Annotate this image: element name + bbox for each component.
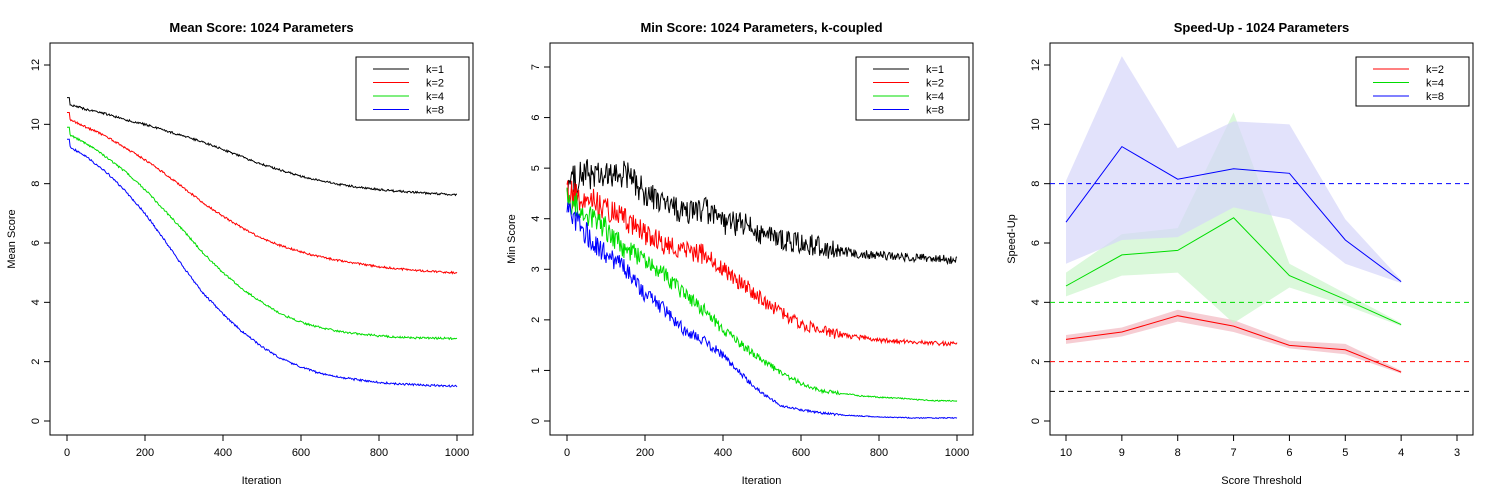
x-tick-label: 1000: [945, 447, 969, 459]
y-axis: 0 2 4 6 8 10 12: [30, 59, 50, 424]
chart-title: Min Score: 1024 Parameters, k-coupled: [640, 20, 882, 35]
legend: k=1 k=2k=4 k=8: [855, 56, 970, 121]
x-tick-label: 200: [636, 447, 654, 459]
legend-label: k=8: [1426, 91, 1444, 103]
x-tick-label: 200: [136, 447, 154, 459]
legend-label: k=4: [1426, 78, 1444, 90]
chart-panel-3: Speed-Up - 1024 Parameters 10 9 8 7 6 5 4 3 Score…: [1006, 20, 1474, 487]
legend: k=1 k=2k=4 k=8: [355, 56, 470, 121]
series-line-k=4: [67, 126, 458, 341]
series-line-k=8: [1065, 145, 1402, 283]
x-tick-label: 800: [370, 447, 388, 459]
y-axis: 0 2 4 6 8 10 12: [1030, 59, 1050, 424]
y-tick-label: 4: [30, 299, 42, 305]
legend-label: k=2: [926, 78, 944, 90]
x-tick-label: 400: [714, 447, 732, 459]
y-tick-label: 6: [1030, 240, 1042, 246]
band-k=2: [1066, 309, 1402, 374]
y-tick-label: 2: [1030, 359, 1042, 365]
series-line-k=1: [566, 159, 958, 266]
y-tick-label: 12: [30, 59, 42, 71]
y-tick-label: 6: [530, 115, 542, 121]
y-tick-label: 4: [1030, 299, 1042, 305]
x-tick-label: 10: [1060, 447, 1072, 459]
legend-box: [855, 56, 970, 121]
series-line-k=4: [1065, 217, 1402, 326]
y-axis-label: Speed-Up: [1006, 214, 1018, 264]
x-axis-label: Iteration: [742, 475, 782, 487]
legend-label: k=8: [426, 105, 444, 117]
legend-label: k=8: [926, 105, 944, 117]
band-k=8: [1066, 56, 1402, 284]
x-tick-label: 4: [1398, 447, 1404, 459]
legend-label: k=4: [926, 91, 944, 103]
x-tick-label: 8: [1175, 447, 1181, 459]
x-axis: 0 200 400 600 800 1000: [564, 434, 969, 459]
y-axis: 0 1 2 3 4 5 6 7: [530, 64, 550, 424]
y-tick-label: 10: [1030, 118, 1042, 130]
x-tick-label: 0: [564, 447, 570, 459]
x-tick-label: 600: [292, 447, 310, 459]
x-axis-label: Iteration: [242, 475, 282, 487]
legend-box: [1355, 56, 1470, 107]
band-k=4: [1066, 112, 1402, 327]
series-line-k=8: [67, 138, 458, 388]
chart-title: Mean Score: 1024 Parameters: [169, 20, 353, 35]
x-tick-label: 7: [1231, 447, 1237, 459]
y-tick-label: 0: [1030, 418, 1042, 424]
y-axis-label: Min Score: [506, 214, 518, 264]
y-tick-label: 8: [30, 181, 42, 187]
y-tick-label: 10: [30, 118, 42, 130]
x-tick-label: 6: [1286, 447, 1292, 459]
series-line-k=2: [1065, 315, 1402, 373]
x-tick-label: 3: [1454, 447, 1460, 459]
legend: k=2 k=4k=8: [1355, 56, 1470, 107]
legend-box: [355, 56, 470, 121]
y-tick-label: 2: [30, 359, 42, 365]
y-tick-label: 6: [30, 240, 42, 246]
x-tick-label: 600: [792, 447, 810, 459]
x-tick-label: 1000: [445, 447, 469, 459]
y-tick-label: 5: [530, 165, 542, 171]
y-tick-label: 3: [530, 266, 542, 272]
x-tick-label: 400: [214, 447, 232, 459]
y-tick-label: 7: [530, 64, 542, 70]
series-line-k=8: [566, 202, 958, 420]
x-tick-label: 5: [1342, 447, 1348, 459]
x-tick-label: 800: [870, 447, 888, 459]
x-tick-label: 0: [64, 447, 70, 459]
legend-label: k=1: [426, 64, 444, 76]
y-tick-label: 0: [30, 418, 42, 424]
x-axis: 0 200 400 600 800 1000: [64, 434, 469, 459]
series-line-k=1: [67, 97, 458, 197]
legend-label: k=4: [426, 91, 444, 103]
series-line-k=2: [566, 180, 958, 347]
x-axis-label: Score Threshold: [1221, 475, 1302, 487]
series-line-k=4: [566, 187, 958, 402]
x-axis: 10 9 8 7 6 5 4 3: [1060, 434, 1460, 459]
y-tick-label: 4: [530, 216, 542, 222]
series-line-k=2: [67, 112, 458, 275]
y-tick-label: 8: [1030, 181, 1042, 187]
legend-label: k=2: [1426, 64, 1444, 76]
x-tick-label: 9: [1119, 447, 1125, 459]
legend-label: k=2: [426, 78, 444, 90]
y-tick-label: 12: [1030, 59, 1042, 71]
legend-label: k=1: [926, 64, 944, 76]
y-tick-label: 0: [530, 418, 542, 424]
y-tick-label: 2: [530, 317, 542, 323]
chart-title: Speed-Up - 1024 Parameters: [1174, 20, 1350, 35]
y-tick-label: 1: [530, 367, 542, 373]
y-axis-label: Mean Score: [6, 209, 18, 268]
